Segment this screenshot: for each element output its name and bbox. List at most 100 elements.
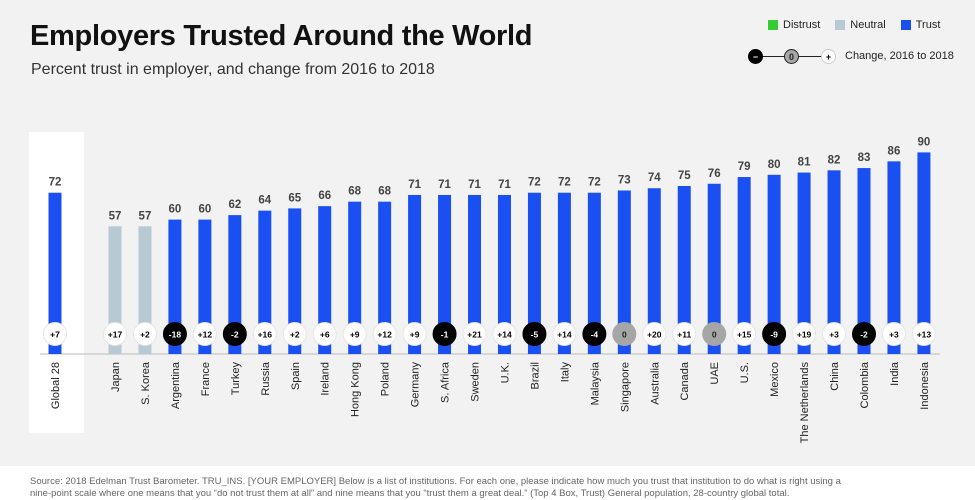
bar-colombia <box>857 168 871 354</box>
change-marker-poland <box>372 322 397 346</box>
change-label-turkey: -2 <box>231 330 239 340</box>
category-label-poland: Poland <box>380 362 392 396</box>
value-label-china: 82 <box>828 154 841 166</box>
value-label-germany: 71 <box>408 179 421 191</box>
category-label-malaysia: Malaysia <box>589 361 601 405</box>
change-legend-zero: 0 <box>784 49 799 64</box>
category-label-turkey: Turkey <box>230 362 242 396</box>
bar-italy <box>557 192 571 354</box>
bar-argentina <box>168 219 182 354</box>
bar-global-28 <box>48 192 62 354</box>
value-label-u-k: 71 <box>498 179 511 191</box>
change-marker-s-korea <box>132 322 157 346</box>
change-label-s-korea: +2 <box>140 330 150 340</box>
change-marker-turkey <box>222 322 247 346</box>
value-label-ireland: 66 <box>318 190 331 202</box>
change-marker-s-africa <box>432 322 457 346</box>
change-marker-colombia <box>852 322 876 346</box>
value-label-mexico: 80 <box>768 159 781 171</box>
legend-item-trust: Trust <box>900 19 941 31</box>
bar-ireland <box>318 206 332 354</box>
value-label-the-netherlands: 81 <box>798 157 811 169</box>
bar-u-s <box>737 177 751 354</box>
category-label-u-s: U.S. <box>739 362 751 383</box>
bar-s-africa <box>438 194 452 354</box>
change-label-singapore: 0 <box>622 330 627 340</box>
change-marker-canada <box>672 322 697 346</box>
change-marker-france <box>192 322 217 346</box>
legend-label-distrust: Distrust <box>783 19 821 31</box>
change-marker-u-s <box>732 322 757 346</box>
category-label-australia: Australia <box>649 361 661 405</box>
change-label-spain: +2 <box>290 330 300 340</box>
bar-germany <box>408 194 422 354</box>
change-label-mexico: -9 <box>770 330 778 340</box>
category-label-the-netherlands: The Netherlands <box>799 362 811 444</box>
change-legend-minus: − <box>748 49 763 64</box>
change-label-brazil: -5 <box>531 330 539 340</box>
bar-u-k <box>497 194 511 354</box>
legend-label-trust: Trust <box>915 19 941 31</box>
category-label-canada: Canada <box>679 361 691 400</box>
change-marker-china <box>822 322 847 346</box>
legend-item-distrust: Distrust <box>768 19 820 31</box>
value-label-indonesia: 90 <box>918 136 931 148</box>
value-label-s-africa: 71 <box>438 179 451 191</box>
category-label-argentina: Argentina <box>170 361 182 409</box>
bar-france <box>198 219 212 354</box>
change-label-poland: +12 <box>377 330 392 340</box>
legend: Distrust Neutral Trust <box>768 19 940 31</box>
category-label-u-k: U.K. <box>499 362 511 383</box>
value-label-sweden: 71 <box>468 179 481 191</box>
change-label-indonesia: +13 <box>917 330 932 340</box>
category-label-s-korea: S. Korea <box>140 361 152 405</box>
chart-subtitle: Percent trust in employer, and change fr… <box>31 61 435 78</box>
value-label-poland: 68 <box>378 186 391 198</box>
bar-brazil <box>527 192 541 354</box>
bar-indonesia <box>917 152 931 354</box>
value-label-japan: 57 <box>109 210 122 222</box>
change-label-sweden: +21 <box>467 330 482 340</box>
category-label-mexico: Mexico <box>769 362 781 397</box>
bar-malaysia <box>587 192 601 354</box>
change-legend: − 0 + Change, 2016 to 2018 <box>745 47 960 67</box>
category-label-indonesia: Indonesia <box>919 361 931 410</box>
change-marker-india <box>881 322 906 346</box>
category-label-france: France <box>200 362 212 396</box>
change-marker-ireland <box>312 322 337 346</box>
value-label-hong-kong: 68 <box>348 186 361 198</box>
category-label-global-28: Global 28 <box>50 362 62 409</box>
bar-sweden <box>468 194 482 354</box>
bar-hong-kong <box>348 201 362 354</box>
legend-swatch-distrust <box>768 20 778 30</box>
category-label-sweden: Sweden <box>470 362 482 402</box>
change-label-colombia: -2 <box>860 330 868 340</box>
footer <box>0 466 975 500</box>
category-label-germany: Germany <box>410 362 422 408</box>
change-label-the-netherlands: +19 <box>797 330 812 340</box>
bar-india <box>887 161 901 354</box>
chart-title: Employers Trusted Around the World <box>30 20 533 52</box>
change-marker-italy <box>552 322 577 346</box>
source-note: Source: 2018 Edelman Trust Barometer. TR… <box>30 476 841 499</box>
change-label-france: +12 <box>198 330 213 340</box>
value-label-s-korea: 57 <box>139 210 152 222</box>
change-label-argentina: -18 <box>169 330 182 340</box>
change-legend-plus: + <box>821 49 836 64</box>
category-label-hong-kong: Hong Kong <box>350 362 362 417</box>
legend-swatch-trust <box>900 20 911 30</box>
bar-s-korea <box>138 226 152 354</box>
bar-russia <box>258 210 272 354</box>
legend-swatch-neutral <box>835 20 846 30</box>
value-label-global-28: 72 <box>49 177 62 189</box>
category-label-india: India <box>889 361 901 386</box>
category-label-italy: Italy <box>559 362 571 383</box>
category-label-s-africa: S. Africa <box>440 361 452 403</box>
category-label-colombia: Colombia <box>859 361 871 408</box>
change-marker-indonesia <box>911 322 936 346</box>
value-label-australia: 74 <box>648 172 661 184</box>
change-marker-sweden <box>462 322 487 346</box>
category-label-ireland: Ireland <box>320 362 332 396</box>
bar-uae <box>707 183 721 354</box>
